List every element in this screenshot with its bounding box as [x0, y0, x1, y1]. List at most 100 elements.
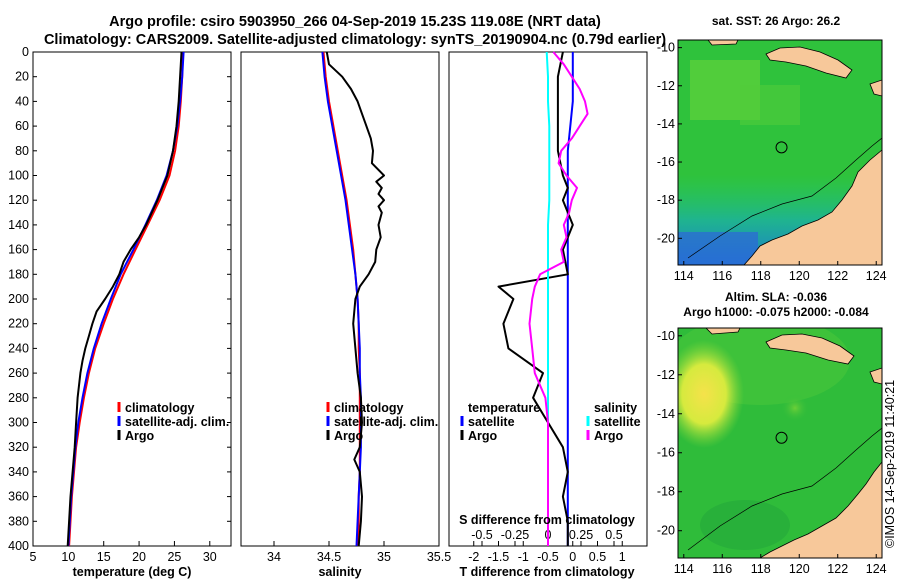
x-tick-label: 0.5: [589, 550, 606, 564]
sst-coastal-water: [678, 232, 758, 265]
sla-map-title: Altim. SLA: -0.036: [725, 290, 827, 304]
depth-tick-label: 400: [8, 539, 29, 553]
legend-t-argo-label: Argo: [468, 429, 498, 443]
temperature-x-axis: 5 10 15 20 25 30: [30, 541, 217, 564]
legend-s-argo-label: Argo: [594, 429, 624, 443]
depth-tick-label: 300: [8, 416, 29, 430]
depth-tick-label: 240: [8, 341, 29, 355]
series-line-argo: [325, 51, 385, 547]
legend-t-satellite-label: satellite: [468, 415, 515, 429]
x-tick-label: 10: [61, 550, 75, 564]
island-rote: [869, 367, 882, 385]
australia-coastline: [743, 149, 882, 265]
x-tick-label: -0.5: [537, 550, 559, 564]
lon-tick-label: 116: [712, 562, 732, 576]
x-tick-label: -0.25: [501, 528, 530, 542]
x-tick-label: 0: [569, 550, 576, 564]
lat-tick-label: -20: [657, 524, 675, 538]
temperature-series: [66, 51, 185, 547]
x-tick-label: -1: [518, 550, 529, 564]
sla-map-lon-axis: 114 116 118 120 122 124: [674, 554, 887, 576]
difference-series: [497, 51, 589, 546]
x-tick-label: 34: [267, 550, 281, 564]
x-tick-label: 0.5: [605, 528, 622, 542]
depth-tick-label: 220: [8, 317, 29, 331]
depth-tick-label: 120: [8, 193, 29, 207]
depth-tick-label: 20: [15, 70, 29, 84]
salinity-series: [321, 51, 385, 547]
australia-coastline: [759, 461, 882, 558]
island-rote: [869, 79, 882, 97]
lat-tick-label: -18: [657, 485, 675, 499]
island-sumba: [707, 40, 739, 46]
island-sumba: [705, 328, 741, 335]
lat-tick-label: -14: [657, 407, 675, 421]
sla-map: Altim. SLA: -0.036 Argo h1000: -0.075 h2…: [657, 290, 887, 576]
lat-tick-label: -10: [657, 329, 675, 343]
series-line-temperature-argo: [497, 51, 574, 546]
lat-tick-label: -16: [657, 446, 675, 460]
lon-tick-label: 118: [751, 269, 771, 283]
sst-map-field: [678, 40, 882, 265]
s-difference-xlabel: S difference from climatology: [459, 513, 635, 527]
lat-tick-label: -18: [657, 193, 675, 207]
salinity-x-axis: 34 34.5 35 35.5: [267, 541, 451, 564]
sst-map-frame: [677, 39, 883, 266]
sla-map-field: [678, 328, 882, 558]
difference-panel: -2 -1.5 -1 -0.5 0 0.5 1 -0.5 -0.25 0 0.25 0.5 S di…: [448, 51, 648, 579]
legend-salinity-heading: salinity: [594, 401, 637, 415]
depth-tick-label: 80: [15, 144, 29, 158]
series-line-temperature-satellite: [566, 52, 574, 546]
sst-map-title: sat. SST: 26 Argo: 26.2: [712, 14, 841, 28]
t-difference-x-axis: -2 -1.5 -1 -0.5 0 0.5 1: [468, 541, 626, 564]
lat-tick-label: -20: [657, 231, 675, 245]
lon-tick-label: 116: [712, 269, 732, 283]
legend-s-satellite-label: satellite: [594, 415, 641, 429]
lon-tick-label: 120: [789, 269, 810, 283]
series-line-argo: [66, 51, 183, 547]
depth-tick-label: 140: [8, 218, 29, 232]
legend-temperature-heading: temperature: [468, 401, 540, 415]
argo-float-marker: [775, 431, 788, 444]
temperature-panel: 0204060801001201401601802002202402602803…: [8, 45, 647, 579]
salinity-xlabel: salinity: [318, 565, 361, 579]
depth-tick-label: 0: [22, 45, 29, 59]
x-tick-label: 30: [203, 550, 217, 564]
t-difference-xlabel: T difference from climatology: [459, 565, 634, 579]
x-tick-label: -1.5: [488, 550, 510, 564]
figure-title-line1: Argo profile: csiro 5903950_266 04-Sep-2…: [109, 14, 601, 30]
lon-tick-label: 120: [789, 562, 810, 576]
legend-argo-label: Argo: [334, 429, 364, 443]
sst-map: sat. SST: 26 Argo: 26.2 -10-12-14-16-18-…: [657, 14, 887, 283]
sla-local-anomaly: [781, 394, 809, 422]
sla-map-lat-axis: -10 -12 -14 -16 -18 -20: [657, 329, 682, 538]
x-tick-label: 1: [619, 550, 626, 564]
depth-tick-label: 360: [8, 490, 29, 504]
salinity-legend: climatology satellite-adj. clim. Argo: [326, 401, 438, 443]
lon-tick-label: 118: [751, 562, 771, 576]
lat-tick-label: -10: [657, 41, 675, 55]
temperature-axes-frame: [32, 51, 232, 547]
x-tick-label: 34.5: [317, 550, 341, 564]
depth-tick-label: 200: [8, 292, 29, 306]
sla-low-patch: [700, 500, 790, 550]
depth-tick-label: 180: [8, 267, 29, 281]
depth-tick-label: 260: [8, 366, 29, 380]
lat-tick-label: -12: [657, 368, 675, 382]
lon-tick-label: 114: [674, 562, 694, 576]
sla-map-subtitle: Argo h1000: -0.075 h2000: -0.084: [683, 305, 869, 319]
lon-tick-label: 114: [674, 269, 694, 283]
depth-tick-label: 40: [15, 94, 29, 108]
lon-tick-label: 122: [827, 269, 848, 283]
sla-map-frame: [677, 327, 883, 559]
sst-map-lon-axis: 114 116 118 120 122 124: [674, 261, 887, 283]
salinity-panel: 34 34.5 35 35.5 salinity climatology satell…: [240, 51, 451, 579]
legend-satellite-label: satellite-adj. clim.: [334, 415, 438, 429]
salinity-axes-frame: [240, 51, 440, 547]
depth-tick-label: 160: [8, 243, 29, 257]
legend-climatology-label: climatology: [125, 401, 195, 415]
x-tick-label: 0.25: [569, 528, 593, 542]
lat-tick-label: -14: [657, 117, 675, 131]
x-tick-label: 5: [30, 550, 37, 564]
